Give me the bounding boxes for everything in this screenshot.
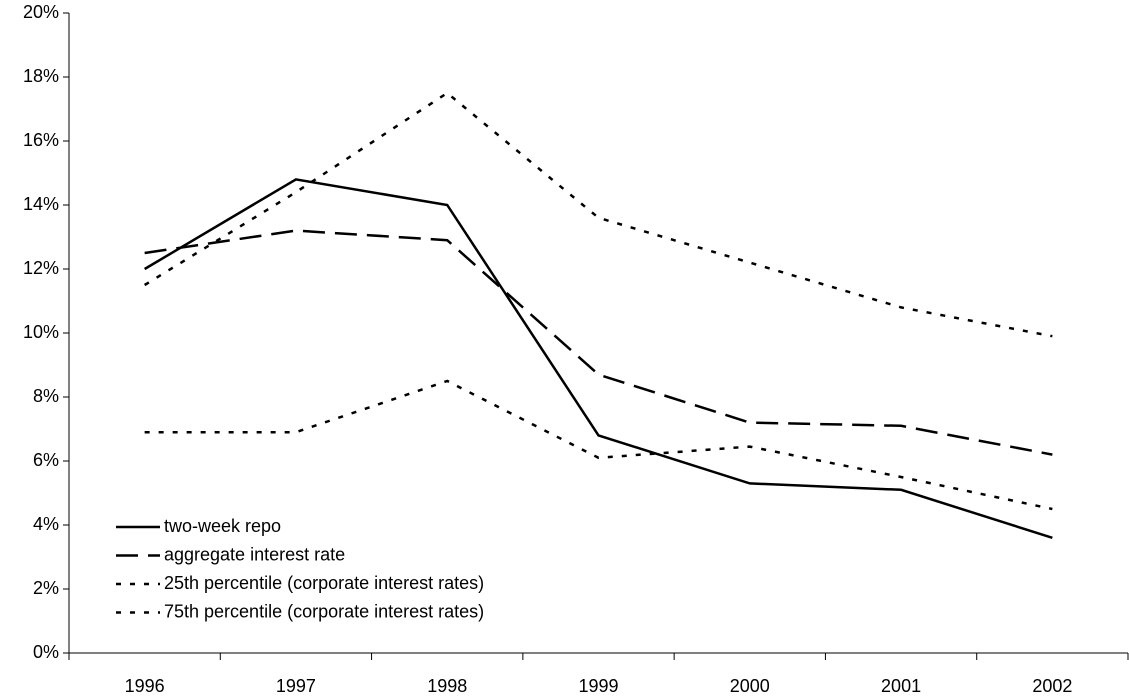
y-tick-label: 0% <box>33 642 59 662</box>
x-tick-label: 1996 <box>125 676 165 696</box>
series-line <box>144 178 1053 539</box>
y-tick-label: 4% <box>33 514 59 534</box>
y-tick-label: 20% <box>23 2 59 22</box>
y-tick-label: 12% <box>23 258 59 278</box>
y-tick-label: 2% <box>33 578 59 598</box>
x-tick-label: 1999 <box>578 676 618 696</box>
series-line <box>143 91 1053 338</box>
series-line <box>144 379 1053 511</box>
y-tick-label: 14% <box>23 194 59 214</box>
legend-label: aggregate interest rate <box>164 544 345 564</box>
y-tick-label: 16% <box>23 130 59 150</box>
legend-label: two-week repo <box>164 516 281 536</box>
y-tick-label: 6% <box>33 450 59 470</box>
x-tick-label: 2001 <box>881 676 921 696</box>
x-tick-label: 1997 <box>276 676 316 696</box>
y-tick-label: 18% <box>23 66 59 86</box>
x-tick-label: 2002 <box>1032 676 1072 696</box>
y-tick-label: 10% <box>23 322 59 342</box>
legend-label: 25th percentile (corporate interest rate… <box>164 573 484 593</box>
x-tick-label: 1998 <box>427 676 467 696</box>
legend-label: 75th percentile (corporate interest rate… <box>164 601 484 621</box>
y-tick-label: 8% <box>33 386 59 406</box>
x-tick-label: 2000 <box>730 676 770 696</box>
series-line <box>144 229 1053 456</box>
